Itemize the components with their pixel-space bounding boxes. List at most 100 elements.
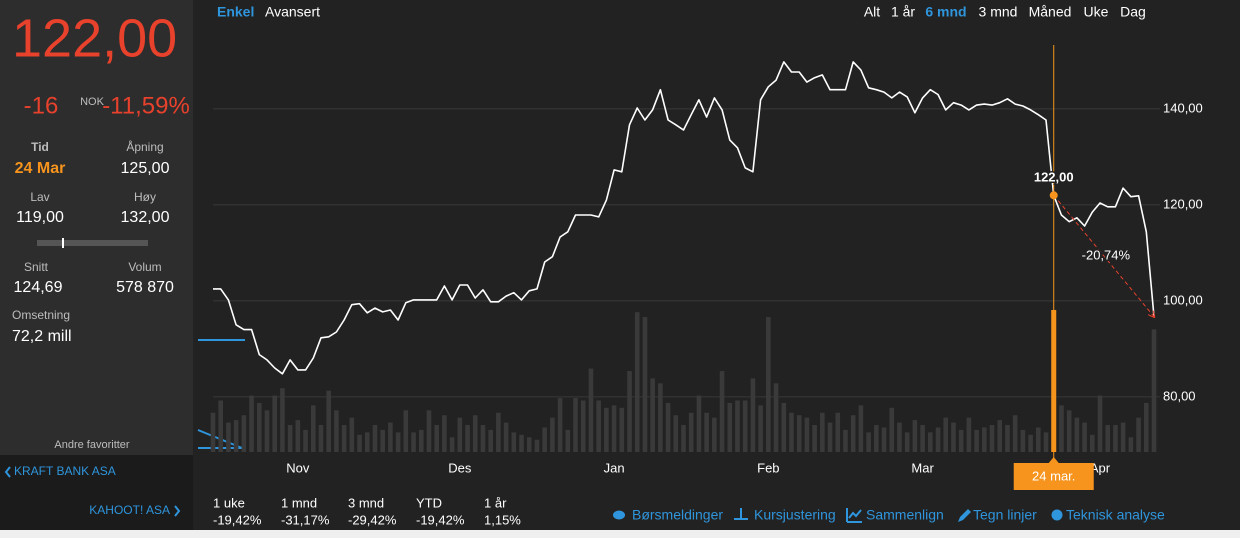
return-label: 1 uke: [213, 495, 245, 510]
volume-bar: [958, 429, 964, 452]
volume-bar: [850, 415, 856, 452]
volume-bar: [889, 407, 895, 452]
range-tab[interactable]: Måned: [1029, 4, 1072, 20]
field-value: 124,69: [14, 279, 63, 296]
tool-link[interactable]: Tegn linjer: [973, 507, 1037, 523]
volume-bar: [1143, 402, 1149, 452]
volume-bar: [580, 400, 586, 452]
volume-bar: [287, 425, 293, 452]
volume-bar: [210, 412, 216, 452]
volume-bar: [812, 425, 817, 452]
volume-bar: [611, 405, 617, 452]
volume-bar: [650, 378, 655, 452]
highlight-point: [1049, 191, 1058, 200]
volume-bar: [442, 415, 447, 452]
mode-tab[interactable]: Enkel: [217, 4, 254, 20]
volume-bar: [480, 425, 486, 452]
volume-bar: [264, 410, 270, 452]
range-tab[interactable]: Dag: [1120, 4, 1146, 20]
volume-bar: [804, 417, 810, 452]
field-value: 24 Mar: [15, 160, 66, 177]
volume-bar: [1012, 415, 1018, 452]
volume-bar: [1089, 434, 1095, 452]
volume-bar: [920, 425, 925, 452]
volume-bar: [935, 427, 941, 452]
volume-bar: [1113, 425, 1118, 452]
prev-link[interactable]: KRAFT BANK ASA: [14, 464, 116, 478]
return-value: -19,42%: [213, 512, 262, 527]
volume-bar: [503, 422, 509, 452]
icon[interactable]: [846, 508, 862, 523]
tool-link[interactable]: Kursjustering: [754, 507, 836, 523]
volume-bar: [534, 439, 540, 452]
volume-bar: [966, 417, 972, 452]
tool-link[interactable]: Teknisk analyse: [1066, 507, 1165, 523]
volume-bar: [781, 402, 787, 452]
icon[interactable]: [958, 509, 971, 522]
volume-bar: [712, 417, 717, 452]
volume-bar: [388, 422, 393, 452]
crosshair-pointer: [1048, 457, 1059, 463]
range-marker: [62, 238, 64, 248]
volume-bar: [696, 395, 702, 452]
volume-bar: [488, 429, 493, 452]
crosshair-box: [1013, 463, 1094, 490]
field-label: Lav: [30, 190, 49, 204]
volume-bar: [858, 405, 864, 452]
return-value: -29,42%: [348, 512, 397, 527]
range-tab[interactable]: 3 mnd: [979, 4, 1018, 20]
range-bar: [37, 240, 148, 246]
volume-bar: [758, 405, 763, 452]
volume-bar: [673, 415, 679, 452]
volume-bar: [604, 407, 609, 452]
volume-bar: [665, 402, 671, 452]
chart: 80,00 100,00 120,00 140,00 Nov Des Jan Feb Mar Ap…: [210, 45, 1203, 490]
change: -16: [24, 92, 59, 119]
x-tick-label: Apr: [1090, 460, 1111, 475]
range-tab[interactable]: Uke: [1084, 4, 1109, 20]
volume-bar: [241, 415, 247, 452]
next-link[interactable]: KAHOOT! ASA: [89, 503, 170, 517]
volume-bar: [1097, 395, 1103, 452]
volume-bar: [310, 405, 316, 452]
icon[interactable]: [1051, 509, 1063, 521]
volume-bar: [511, 432, 517, 452]
range-tab[interactable]: 6 mnd: [925, 4, 966, 20]
volume-bar: [773, 383, 779, 452]
volume-bar: [619, 407, 625, 452]
x-tick-label: Mar: [911, 460, 934, 475]
volume-bar: [1005, 425, 1010, 452]
volume-bar: [218, 400, 224, 452]
y-tick-label: 100,00: [1163, 292, 1203, 307]
field-label: Tid: [31, 140, 49, 154]
volume-bar: [719, 371, 725, 452]
tool-link[interactable]: Sammenlign: [866, 507, 944, 523]
value-label: 122,00: [1034, 170, 1074, 185]
icon[interactable]: [740, 508, 742, 518]
currency: NOK: [80, 96, 105, 108]
field-value: 578 870: [116, 279, 174, 296]
volume-bar: [974, 429, 979, 452]
volume-bar: [997, 420, 1003, 452]
volume-bar: [866, 432, 871, 452]
tool-icons: [613, 508, 1063, 523]
range-tab[interactable]: 1 år: [891, 4, 915, 20]
volume-bar: [565, 429, 571, 452]
prev-icon[interactable]: [4, 466, 11, 478]
volume-bar: [796, 415, 802, 452]
volume-bar: [303, 429, 308, 452]
range-tab[interactable]: Alt: [864, 4, 880, 20]
icon[interactable]: [734, 518, 748, 520]
x-tick-label: Feb: [757, 460, 779, 475]
field-label: Snitt: [24, 260, 49, 274]
icon[interactable]: [613, 510, 625, 520]
volume-bar: [627, 371, 632, 452]
volume-bar: [519, 434, 524, 452]
volume-bar: [928, 432, 933, 452]
volume-bar: [704, 412, 709, 452]
next-icon[interactable]: [174, 505, 181, 517]
mode-tab[interactable]: Avansert: [265, 4, 320, 20]
tool-link[interactable]: Børsmeldinger: [632, 507, 723, 523]
volume-bar: [1036, 427, 1041, 452]
